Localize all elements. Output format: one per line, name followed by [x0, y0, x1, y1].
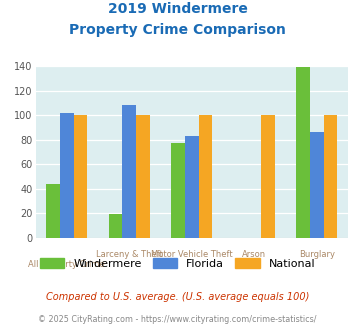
Bar: [73, 115, 87, 238]
Bar: [323, 115, 337, 238]
Bar: [109, 214, 122, 238]
Bar: [122, 105, 136, 238]
Text: Burglary: Burglary: [299, 250, 335, 259]
Text: Larceny & Theft: Larceny & Theft: [96, 250, 163, 259]
Bar: [60, 113, 73, 238]
Bar: [46, 184, 60, 238]
Text: Arson: Arson: [242, 250, 266, 259]
Bar: [198, 115, 212, 238]
Bar: [185, 136, 198, 238]
Bar: [296, 67, 310, 238]
Text: All Property Crime: All Property Crime: [28, 260, 105, 269]
Text: © 2025 CityRating.com - https://www.cityrating.com/crime-statistics/: © 2025 CityRating.com - https://www.city…: [38, 315, 317, 324]
Bar: [171, 143, 185, 238]
Bar: [136, 115, 150, 238]
Bar: [261, 115, 275, 238]
Bar: [310, 132, 323, 238]
Text: 2019 Windermere: 2019 Windermere: [108, 2, 247, 16]
Legend: Windermere, Florida, National: Windermere, Florida, National: [36, 253, 320, 273]
Text: Motor Vehicle Theft: Motor Vehicle Theft: [151, 250, 233, 259]
Text: Property Crime Comparison: Property Crime Comparison: [69, 23, 286, 37]
Text: Compared to U.S. average. (U.S. average equals 100): Compared to U.S. average. (U.S. average …: [46, 292, 309, 302]
